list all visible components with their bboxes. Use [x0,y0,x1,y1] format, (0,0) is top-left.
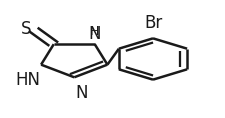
Text: N: N [88,25,101,43]
Text: H: H [90,25,99,38]
Text: HN: HN [15,71,40,89]
Text: S: S [21,20,32,38]
Text: N: N [75,84,88,102]
Text: Br: Br [144,14,162,32]
